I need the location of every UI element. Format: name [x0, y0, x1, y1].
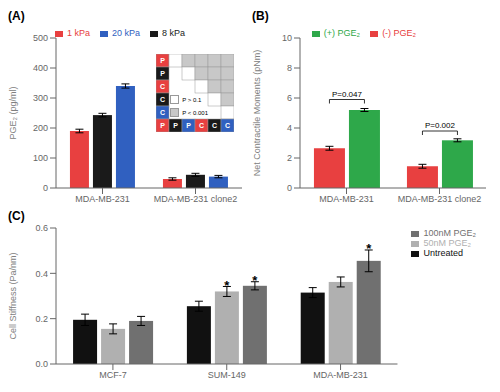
svg-text:MDA-MB-231: MDA-MB-231 — [313, 370, 368, 380]
html-text:8 kPa: 8 kPa — [162, 28, 185, 38]
svg-text:100: 100 — [33, 153, 48, 163]
svg-text:C: C — [160, 83, 165, 90]
svg-text:P=0.002: P=0.002 — [425, 121, 456, 130]
svg-text:C: C — [160, 96, 165, 103]
svg-text:8: 8 — [287, 63, 292, 73]
svg-text:400: 400 — [33, 63, 48, 73]
svg-text:SUM-149: SUM-149 — [208, 370, 246, 380]
svg-text:300: 300 — [33, 93, 48, 103]
svg-text:MDA-MB-231: MDA-MB-231 — [319, 194, 374, 204]
html-text:P > 0.1: P > 0.1 — [182, 96, 202, 103]
svg-text:0.2: 0.2 — [35, 314, 48, 324]
html-text:20 kPa: 20 kPa — [112, 28, 140, 38]
svg-text:P: P — [160, 70, 165, 77]
svg-text:P=0.047: P=0.047 — [332, 90, 363, 99]
svg-text:MDA-MB-231 clone2: MDA-MB-231 clone2 — [398, 194, 482, 204]
svg-text:MDA-MB-231 clone2: MDA-MB-231 clone2 — [154, 194, 238, 204]
svg-text:10: 10 — [282, 33, 292, 43]
html-text:(B): (B) — [252, 9, 269, 23]
svg-text:C: C — [199, 122, 204, 129]
svg-text:C: C — [212, 122, 217, 129]
svg-text:PGE₂ (pg/ml): PGE₂ (pg/ml) — [8, 86, 18, 139]
html-text:Untreated: Untreated — [423, 248, 463, 258]
svg-text:MDA-MB-231: MDA-MB-231 — [75, 194, 130, 204]
svg-text:0: 0 — [43, 183, 48, 193]
svg-text:6: 6 — [287, 93, 292, 103]
svg-text:Cell Stiffness (Pa/nm): Cell Stiffness (Pa/nm) — [8, 253, 18, 340]
svg-text:C: C — [225, 122, 230, 129]
html-text:(C): (C) — [8, 209, 25, 223]
svg-text:200: 200 — [33, 123, 48, 133]
html-text:P < 0.001: P < 0.001 — [182, 109, 208, 116]
html-text:(A): (A) — [8, 9, 25, 23]
html-text:(-) PGE₂: (-) PGE₂ — [382, 28, 417, 38]
svg-text:2: 2 — [287, 153, 292, 163]
svg-text:Net Contractile Moments (pNm): Net Contractile Moments (pNm) — [252, 50, 262, 177]
svg-text:P: P — [160, 57, 165, 64]
svg-text:0.0: 0.0 — [35, 359, 48, 369]
svg-text:0: 0 — [287, 183, 292, 193]
html-text:100nM PGE₂: 100nM PGE₂ — [423, 228, 476, 238]
svg-text:P: P — [160, 122, 165, 129]
svg-text:MCF-7: MCF-7 — [99, 370, 127, 380]
svg-text:0.6: 0.6 — [35, 224, 48, 233]
svg-text:4: 4 — [287, 123, 292, 133]
svg-text:500: 500 — [33, 33, 48, 43]
svg-text:P: P — [173, 122, 178, 129]
html-text:1 kPa: 1 kPa — [67, 28, 90, 38]
svg-text:0.4: 0.4 — [35, 269, 48, 279]
svg-text:P: P — [186, 122, 191, 129]
html-text:50nM PGE₂: 50nM PGE₂ — [423, 238, 471, 248]
html-text:(+) PGE₂: (+) PGE₂ — [323, 28, 361, 38]
svg-text:C: C — [160, 109, 165, 116]
